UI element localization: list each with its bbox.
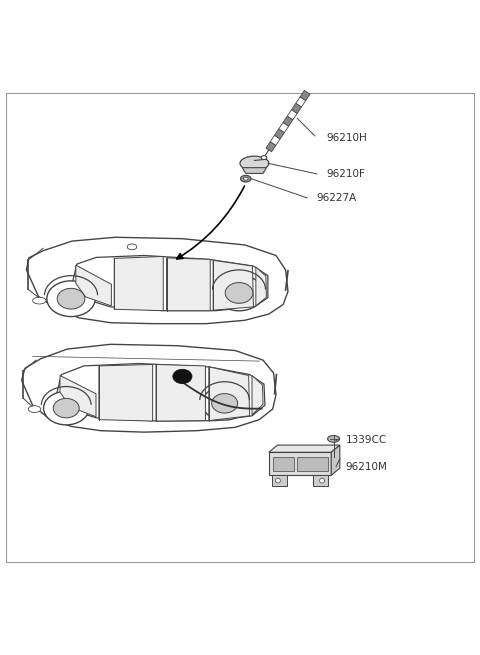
- Ellipse shape: [28, 405, 41, 413]
- Circle shape: [320, 478, 324, 483]
- Polygon shape: [242, 168, 266, 174]
- Text: 96210M: 96210M: [346, 462, 387, 472]
- Polygon shape: [269, 445, 340, 453]
- Polygon shape: [275, 129, 284, 139]
- Polygon shape: [72, 255, 268, 310]
- Text: 96227A: 96227A: [317, 193, 357, 203]
- Text: 96210H: 96210H: [326, 133, 367, 143]
- Ellipse shape: [47, 281, 95, 316]
- Polygon shape: [76, 265, 111, 306]
- Polygon shape: [22, 345, 276, 432]
- Polygon shape: [252, 375, 263, 415]
- Polygon shape: [288, 109, 297, 120]
- Ellipse shape: [225, 282, 253, 303]
- Polygon shape: [296, 97, 306, 107]
- Polygon shape: [266, 141, 276, 152]
- Ellipse shape: [240, 176, 251, 182]
- Polygon shape: [331, 445, 340, 476]
- Polygon shape: [283, 116, 293, 126]
- Ellipse shape: [57, 288, 85, 309]
- Polygon shape: [99, 364, 153, 421]
- Polygon shape: [292, 103, 301, 113]
- Polygon shape: [279, 122, 288, 132]
- Polygon shape: [26, 237, 288, 324]
- Text: 96210F: 96210F: [326, 169, 365, 179]
- Polygon shape: [213, 260, 253, 310]
- Ellipse shape: [33, 297, 46, 304]
- Ellipse shape: [173, 369, 192, 384]
- Ellipse shape: [127, 244, 137, 250]
- Ellipse shape: [44, 392, 89, 425]
- Ellipse shape: [53, 398, 79, 418]
- Polygon shape: [256, 267, 266, 306]
- Ellipse shape: [261, 156, 267, 160]
- FancyBboxPatch shape: [297, 457, 328, 470]
- Polygon shape: [209, 367, 250, 421]
- Ellipse shape: [215, 275, 263, 310]
- Polygon shape: [57, 364, 265, 421]
- Ellipse shape: [202, 386, 247, 420]
- Polygon shape: [156, 364, 205, 421]
- Ellipse shape: [243, 178, 248, 180]
- Ellipse shape: [240, 156, 269, 170]
- Polygon shape: [167, 258, 210, 310]
- FancyBboxPatch shape: [273, 457, 295, 470]
- Ellipse shape: [212, 394, 238, 413]
- Circle shape: [276, 478, 280, 483]
- Polygon shape: [270, 135, 280, 145]
- Polygon shape: [269, 453, 331, 476]
- Polygon shape: [300, 90, 310, 101]
- Ellipse shape: [327, 436, 339, 442]
- Text: 1339CC: 1339CC: [346, 436, 387, 445]
- Polygon shape: [313, 476, 328, 486]
- Polygon shape: [114, 257, 163, 310]
- Polygon shape: [272, 476, 287, 486]
- Polygon shape: [60, 375, 96, 417]
